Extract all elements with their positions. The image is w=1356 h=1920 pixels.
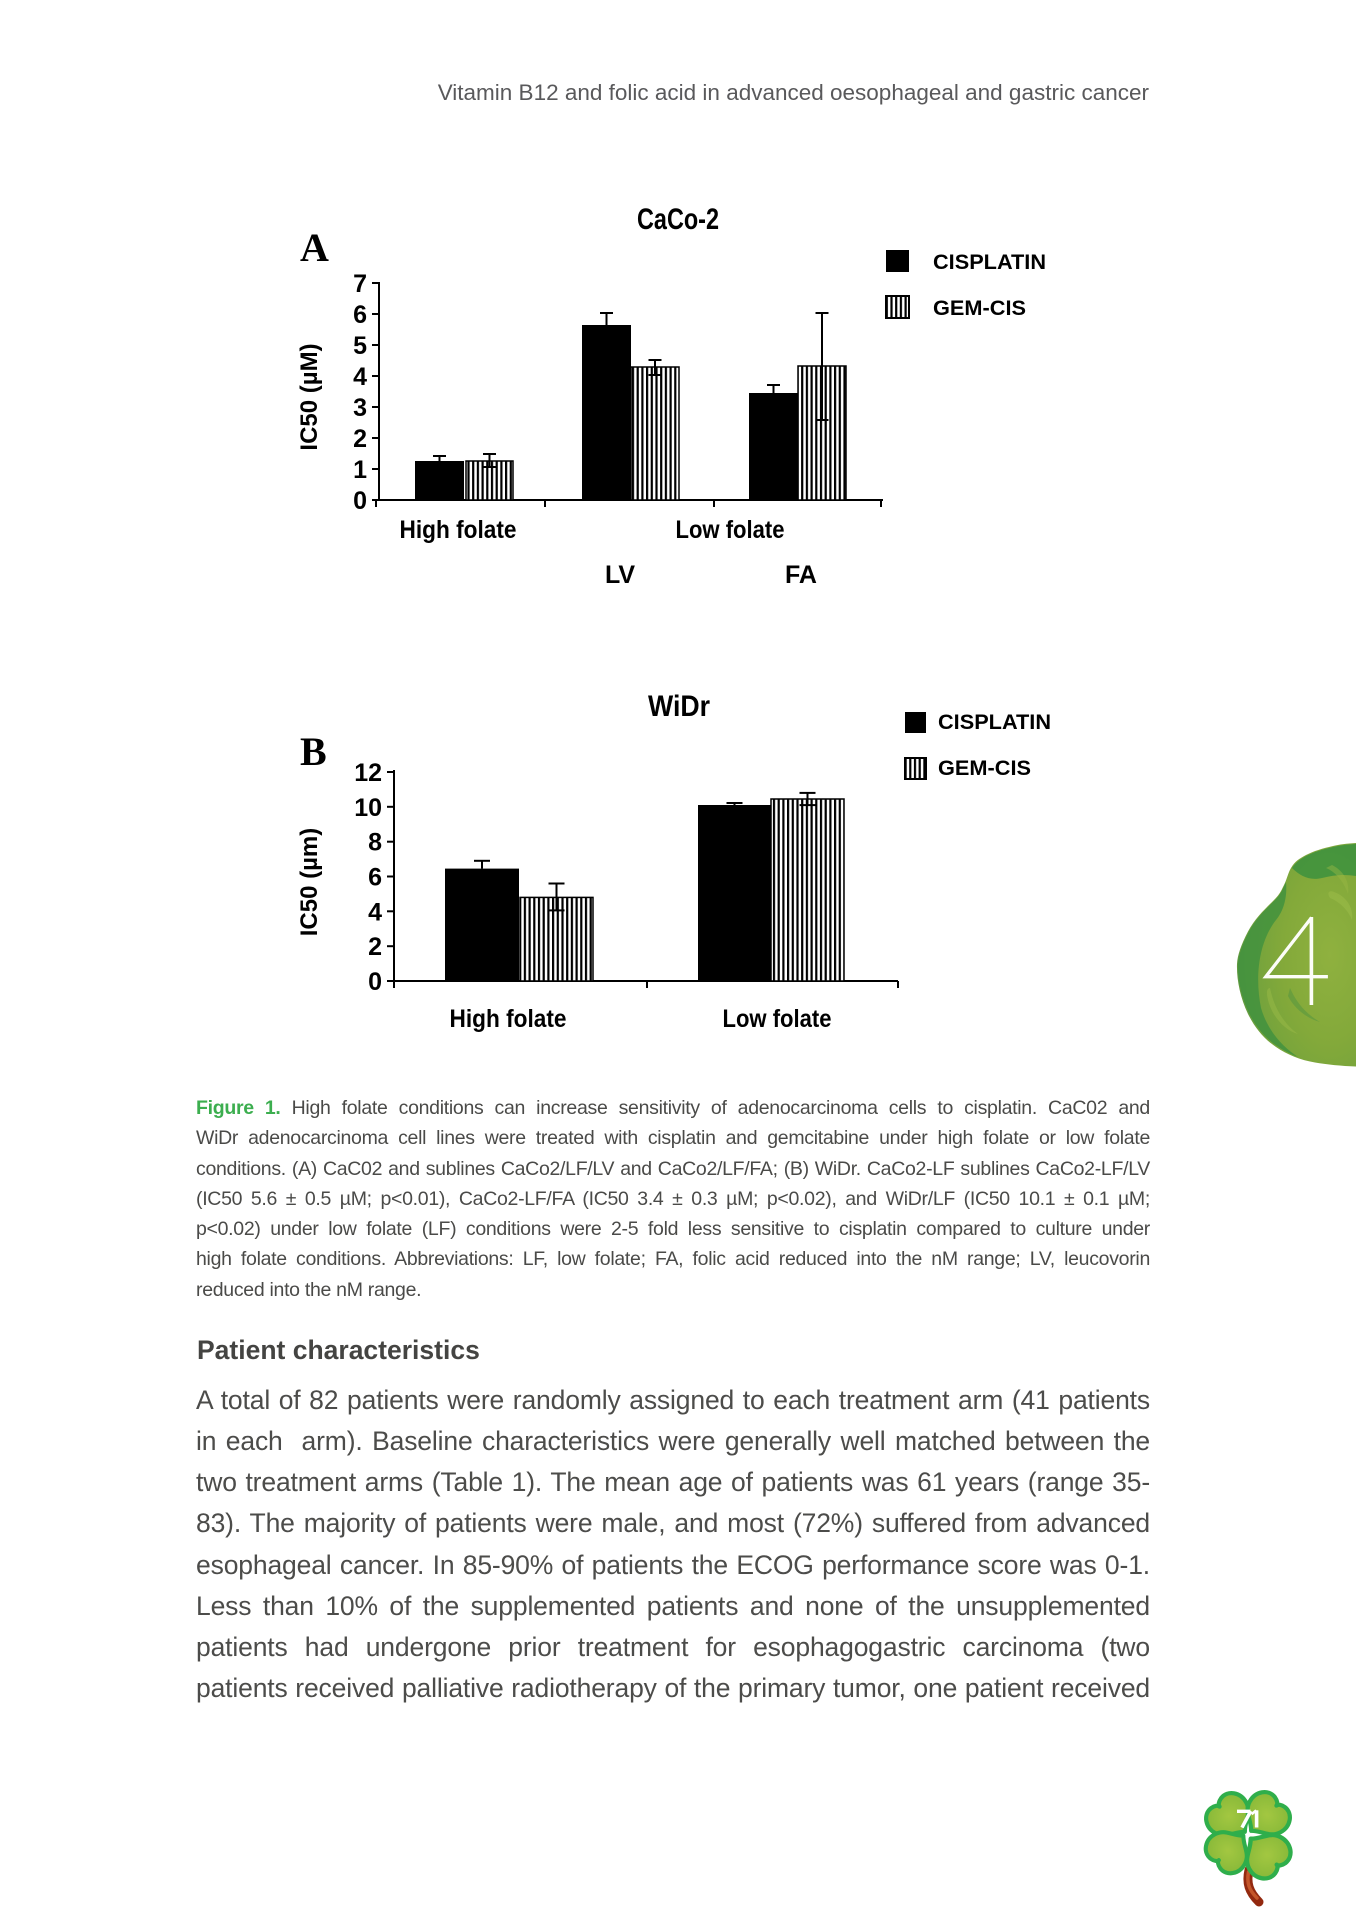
svg-text:0: 0: [368, 968, 382, 996]
svg-text:3: 3: [353, 394, 367, 422]
svg-text:1: 1: [353, 456, 367, 484]
svg-text:12: 12: [354, 759, 382, 787]
svg-text:8: 8: [368, 829, 382, 857]
svg-text:FA: FA: [785, 561, 817, 589]
svg-text:B: B: [300, 729, 327, 774]
svg-text:GEM-CIS: GEM-CIS: [938, 757, 1031, 780]
svg-text:0: 0: [353, 487, 367, 515]
svg-text:A: A: [300, 225, 329, 270]
svg-text:Low folate: Low folate: [723, 1005, 832, 1033]
svg-text:7: 7: [353, 270, 367, 298]
svg-text:10: 10: [354, 794, 382, 822]
svg-text:High folate: High folate: [400, 516, 517, 544]
svg-text:CaCo-2: CaCo-2: [637, 203, 719, 236]
svg-text:5: 5: [353, 332, 367, 360]
svg-text:IC50 (µm): IC50 (µm): [296, 828, 323, 937]
svg-text:4: 4: [353, 363, 367, 391]
svg-text:2: 2: [353, 425, 367, 453]
svg-text:6: 6: [368, 864, 382, 892]
svg-text:GEM-CIS: GEM-CIS: [933, 297, 1026, 320]
svg-text:Low folate: Low folate: [676, 516, 785, 544]
svg-text:2: 2: [368, 933, 382, 961]
svg-text:CISPLATIN: CISPLATIN: [938, 711, 1051, 734]
svg-text:CISPLATIN: CISPLATIN: [933, 251, 1046, 274]
svg-text:4: 4: [368, 898, 382, 926]
svg-text:LV: LV: [605, 561, 635, 589]
svg-text:6: 6: [353, 301, 367, 329]
svg-text:WiDr: WiDr: [648, 690, 710, 723]
svg-text:High folate: High folate: [450, 1005, 567, 1033]
svg-text:IC50 (µM): IC50 (µM): [296, 343, 323, 450]
